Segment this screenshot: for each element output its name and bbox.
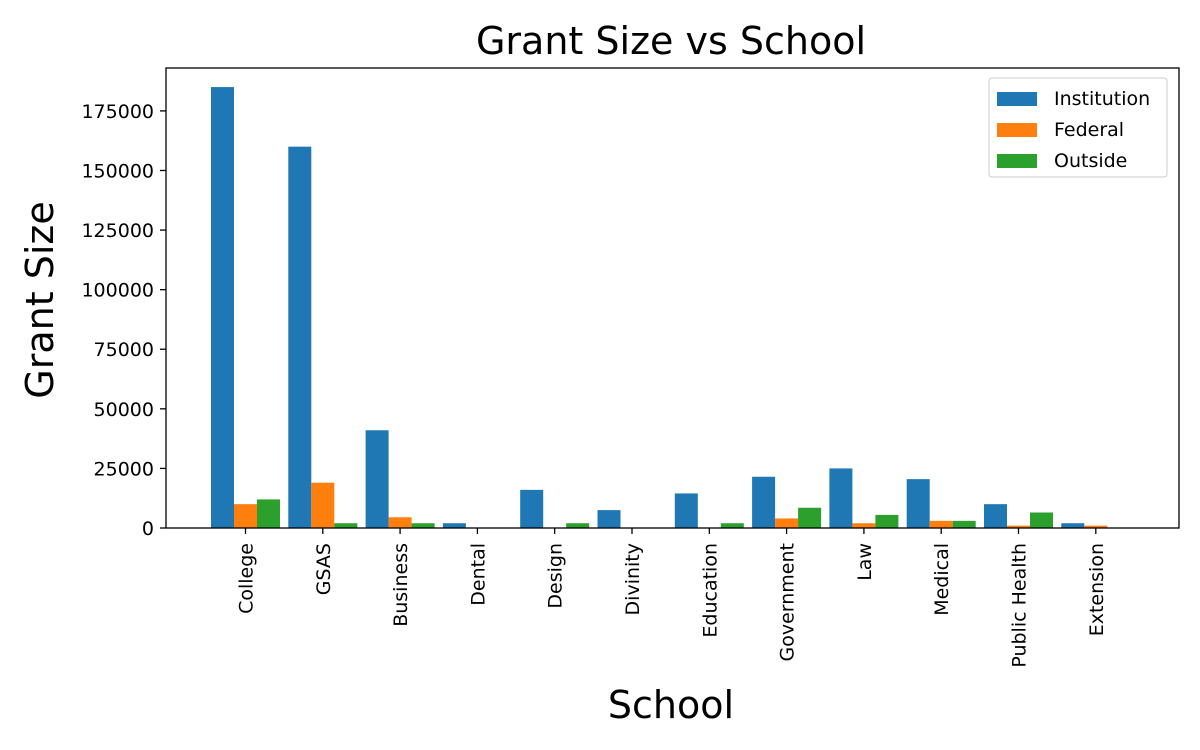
x-tick-label: Public Health: [1009, 543, 1031, 668]
bar-federal-gsas: [311, 482, 335, 528]
y-axis-ticks: 0 25000 50000 75000 100000 125000 150000 175000: [81, 101, 166, 540]
bar-federal-public-health: [1007, 525, 1030, 528]
x-tick-label: Dental: [467, 543, 489, 606]
chart-title: Grant Size vs School: [476, 19, 866, 63]
bar-institution-public-health: [984, 504, 1007, 528]
bar-institution-college: [211, 87, 234, 529]
bar-outside-business: [411, 523, 435, 528]
x-tick-label: Divinity: [622, 543, 644, 615]
y-tick-label: 175000: [81, 101, 154, 123]
bar-institution-medical: [906, 479, 930, 528]
x-tick-label: Extension: [1086, 543, 1108, 636]
x-tick-label: Government: [777, 543, 799, 662]
legend-swatch-institution: [997, 92, 1037, 106]
legend: Institution Federal Outside: [988, 77, 1168, 178]
y-tick-label: 25000: [94, 458, 154, 480]
bar-outside-design: [566, 523, 590, 528]
bars-group: [211, 87, 1108, 529]
bar-outside-education: [720, 523, 744, 528]
legend-swatch-outside: [997, 154, 1037, 168]
bar-institution-education: [674, 493, 698, 528]
bar-institution-design: [520, 489, 544, 528]
x-tick-label: GSAS: [313, 543, 335, 595]
x-tick-label: Law: [854, 543, 876, 581]
bar-outside-public-health: [1030, 512, 1053, 528]
bar-institution-business: [365, 430, 389, 528]
y-tick-label: 50000: [94, 399, 154, 421]
bar-federal-college: [234, 504, 257, 528]
bar-federal-government: [775, 518, 799, 528]
bar-outside-law: [875, 514, 899, 528]
y-tick-label: 125000: [81, 220, 154, 242]
bar-institution-gsas: [288, 146, 312, 529]
bar-federal-extension: [1084, 525, 1108, 528]
x-tick-label: Medical: [931, 543, 953, 616]
bar-outside-government: [798, 507, 822, 528]
bar-institution-law: [829, 468, 853, 528]
bar-institution-extension: [1061, 523, 1085, 528]
x-tick-label: Business: [390, 543, 412, 627]
legend-swatch-federal: [997, 123, 1037, 137]
bar-institution-divinity: [597, 510, 621, 528]
y-tick-label: 100000: [81, 280, 154, 302]
legend-label-federal: Federal: [1054, 119, 1124, 141]
legend-label-institution: Institution: [1054, 88, 1150, 110]
y-tick-label: 150000: [81, 160, 154, 182]
bar-federal-law: [852, 523, 876, 528]
bar-federal-business: [388, 517, 412, 528]
bar-outside-college: [257, 499, 280, 528]
y-tick-label: 0: [142, 518, 154, 540]
x-tick-label: Design: [545, 543, 567, 609]
bar-outside-medical: [952, 520, 976, 528]
bar-institution-government: [752, 476, 776, 528]
bar-institution-dental: [442, 523, 466, 528]
y-axis-label: Grant Size: [18, 201, 62, 398]
x-tick-label: College: [236, 543, 258, 614]
plot-frame: [165, 67, 1180, 529]
legend-label-outside: Outside: [1054, 150, 1127, 172]
x-axis-ticks: College GSAS Business Dental Design Divinity E…: [236, 528, 1108, 668]
x-axis-label: School: [608, 683, 734, 727]
bar-outside-gsas: [334, 523, 358, 528]
y-tick-label: 75000: [94, 339, 154, 361]
x-tick-label: Education: [699, 543, 721, 638]
bar-federal-medical: [929, 520, 953, 528]
